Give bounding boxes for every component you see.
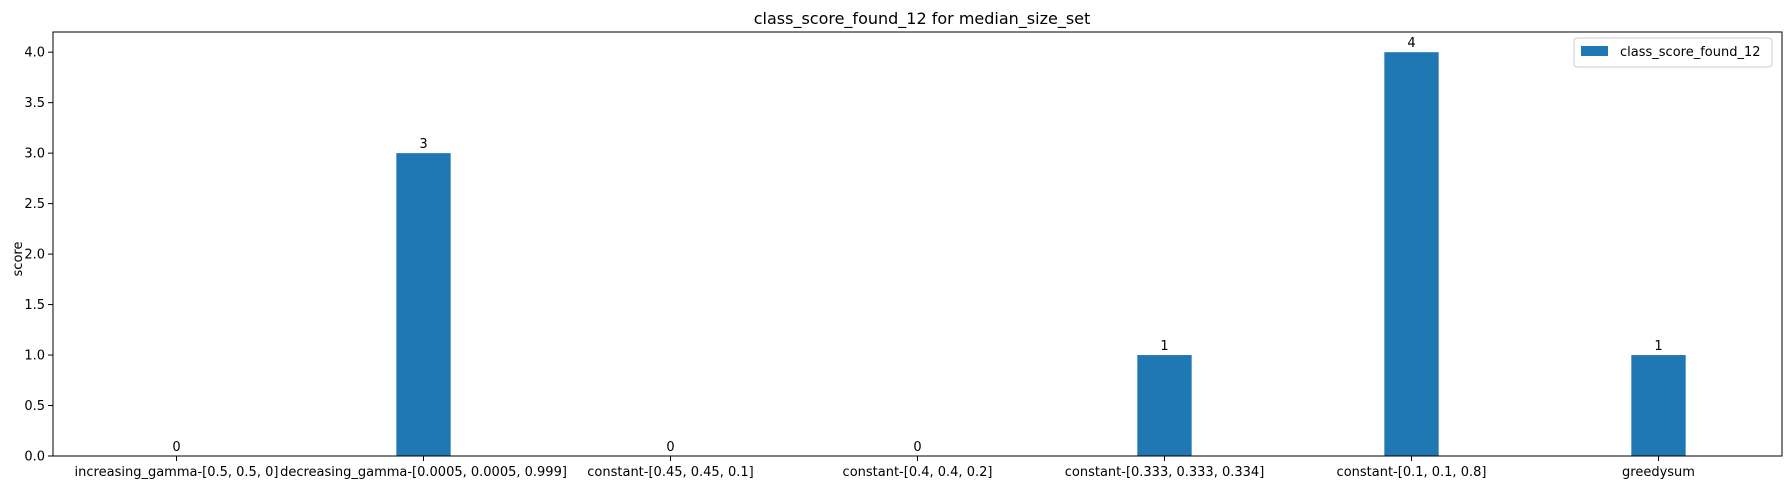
y-tick-label: 4.0: [24, 46, 45, 61]
legend: class_score_found_12: [1573, 37, 1773, 68]
data-label: 1: [1654, 339, 1662, 354]
plot-area: 0.0 0.5 1.0 1.5 2.0 2.5 3.0 3.5 4.0 increasing_ga…: [24, 31, 1783, 480]
data-label: 0: [172, 440, 180, 455]
y-tick-label: 1.0: [24, 349, 45, 364]
x-tick-label: decreasing_gamma-[0.0005, 0.0005, 0.999]: [280, 465, 567, 480]
legend-swatch: [1581, 46, 1608, 56]
y-tick-label: 1.5: [24, 298, 45, 313]
x-tick-label: constant-[0.1, 0.1, 0.8]: [1337, 465, 1487, 480]
data-label: 3: [419, 137, 427, 152]
x-tick-label: constant-[0.45, 0.45, 0.1]: [587, 465, 753, 480]
y-tick-label: 3.5: [24, 96, 45, 111]
axes-frame: [52, 31, 1783, 457]
x-tick-label: increasing_gamma-[0.5, 0.5, 0]: [75, 465, 279, 480]
y-axis-label: score: [11, 242, 26, 277]
x-tick-label: constant-[0.333, 0.333, 0.334]: [1065, 465, 1265, 480]
data-label: 0: [913, 440, 921, 455]
legend-frame: [1573, 37, 1773, 68]
data-label: 4: [1407, 36, 1415, 51]
data-label: 1: [1160, 339, 1168, 354]
x-tick-label: constant-[0.4, 0.4, 0.2]: [843, 465, 993, 480]
chart-title: class_score_found_12 for median_size_set: [754, 9, 1091, 29]
bar: [396, 153, 451, 456]
y-tick-label: 0.0: [24, 450, 45, 465]
y-tick-label: 2.5: [24, 197, 45, 212]
x-tick-label: greedysum: [1622, 465, 1695, 480]
bar: [1137, 355, 1192, 456]
y-tick-label: 2.0: [24, 248, 45, 263]
y-tick-label: 3.0: [24, 147, 45, 162]
legend-entry: class_score_found_12: [1620, 45, 1761, 60]
y-tick-label: 0.5: [24, 399, 45, 414]
bar: [1631, 355, 1686, 456]
bar: [1384, 52, 1439, 456]
data-label: 0: [666, 440, 674, 455]
